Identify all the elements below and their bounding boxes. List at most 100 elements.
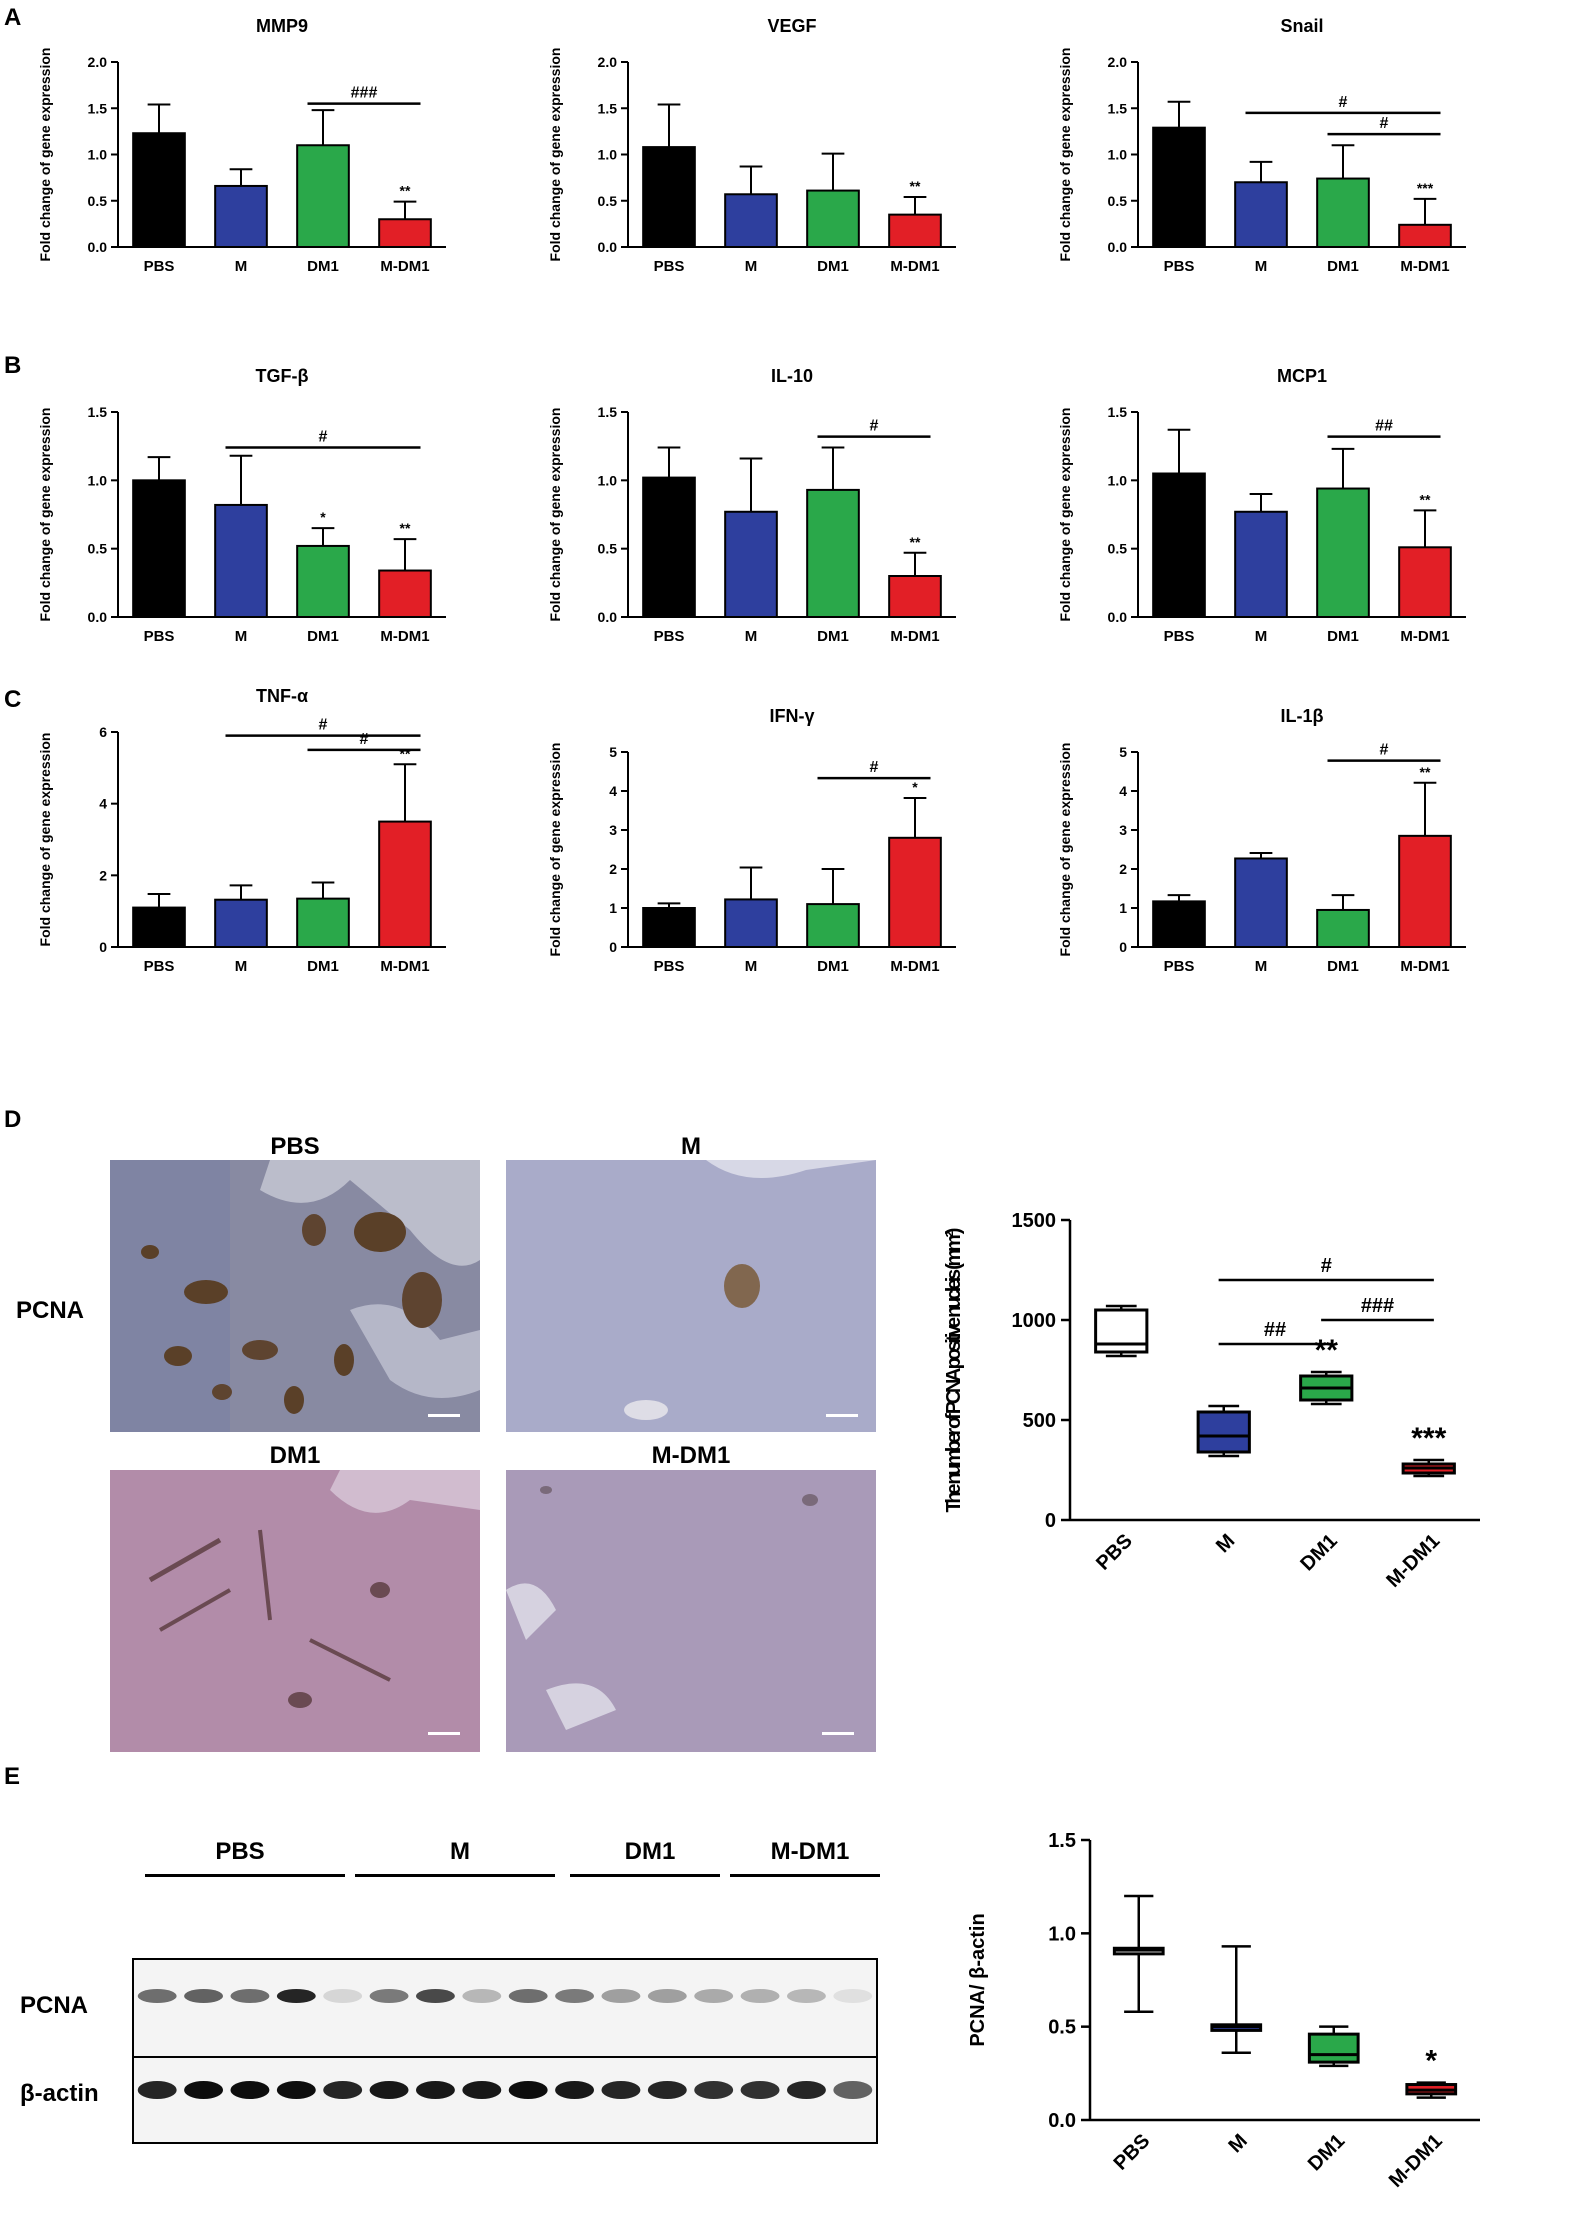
y-tick-label: 0.5: [598, 193, 618, 209]
comparison-label: ###: [351, 85, 378, 102]
blot-band: [647, 1989, 687, 2003]
significance-stars: *: [320, 509, 326, 525]
y-tick-label: 4: [99, 796, 107, 812]
x-tick-label: M-DM1: [1400, 958, 1449, 975]
box-dm1: [1307, 2032, 1360, 2064]
y-tick-label: 6: [99, 724, 107, 740]
blot-band: [230, 1989, 270, 2003]
x-tick-label: M-DM1: [380, 258, 429, 275]
bar-m-dm1: [888, 575, 942, 618]
significance-stars: **: [1420, 491, 1431, 507]
significance-stars: **: [1420, 764, 1431, 780]
y-tick-label: 2: [99, 867, 107, 883]
bar-pbs: [642, 907, 696, 948]
y-tick-label: 0.5: [598, 541, 618, 557]
y-axis-label: Fold change of gene expression: [1057, 48, 1073, 262]
y-tick-label: 2.0: [598, 54, 618, 70]
bar-m: [1234, 181, 1288, 248]
bar-pbs: [132, 132, 186, 248]
blot-band: [137, 1989, 177, 2003]
blot-group-line-pbs: [145, 1874, 345, 1877]
chart-title: IFN-γ: [770, 706, 815, 726]
blot-band: [276, 1989, 316, 2003]
x-tick-label: M: [1224, 2130, 1251, 2157]
comparison-label: ###: [1361, 1295, 1394, 1317]
x-tick-label: DM1: [817, 958, 849, 975]
blot-group-m: M: [450, 1838, 470, 1865]
y-tick-label: 2: [609, 861, 617, 877]
comparison-label: #: [1321, 1255, 1332, 1277]
bar-m-dm1: [888, 213, 942, 248]
blot-band: [462, 1989, 502, 2003]
comparison-label: #: [1380, 742, 1389, 759]
y-tick-label: 1: [1119, 900, 1127, 916]
bar-pbs: [1152, 126, 1206, 248]
x-tick-label: PBS: [1164, 628, 1195, 645]
x-tick-label: PBS: [654, 958, 685, 975]
y-tick-label: 0.5: [88, 193, 108, 209]
bar-m: [214, 898, 268, 948]
significance-stars: **: [910, 178, 921, 194]
blot-band: [415, 2081, 455, 2099]
chart-title: TNF-α: [256, 686, 308, 706]
bar-chart-vegf: VEGF Fold change of gene expression 0.0 0.5…: [547, 16, 956, 275]
x-tick-label: M-DM1: [380, 958, 429, 975]
bar-m: [214, 503, 268, 618]
bar-m-dm1: [1398, 223, 1452, 249]
y-tick-label: 1.5: [598, 100, 618, 116]
blot-band: [415, 1989, 455, 2003]
y-tick-label: 1.0: [1108, 472, 1128, 488]
bar-chart-snail: Snail Fold change of gene expression 0.0 0.…: [1057, 16, 1466, 275]
y-tick-label: 1.0: [1048, 1923, 1076, 1945]
significance-stars: **: [400, 520, 411, 536]
y-axis-label: Fold change of gene expression: [547, 408, 563, 622]
bar-pbs: [132, 479, 186, 619]
x-tick-label: M-DM1: [1400, 628, 1449, 645]
blot-row-label-pcna: PCNA: [20, 1992, 89, 2019]
box-plot-pcna-positive-nuclei: 0 500 1000 1500 The number of PCNA positive …: [943, 1210, 1480, 1592]
box-plot-pcna-beta-actin: 0.0 0.5 1.0 1.5 PCNA/ β-actin PBS M DM1 M-DM1 *: [967, 1830, 1480, 2192]
x-tick-label: PBS: [1110, 2130, 1155, 2175]
x-tick-label: PBS: [1164, 958, 1195, 975]
y-tick-label: 4: [609, 783, 617, 799]
blot-beta-actin: [132, 2056, 878, 2144]
significance-stars: **: [1315, 1334, 1339, 1367]
y-axis-label: Fold change of gene expression: [547, 743, 563, 957]
x-tick-label: M: [1255, 958, 1268, 975]
x-tick-label: DM1: [307, 958, 339, 975]
blot-band: [369, 1989, 409, 2003]
panel-letter-a: A: [4, 4, 22, 31]
blot-band: [647, 2081, 687, 2099]
chart-title: TGF-β: [256, 366, 309, 386]
y-tick-label: 1.0: [1108, 147, 1128, 163]
micrograph-title-pbs: PBS: [270, 1133, 320, 1160]
x-tick-label: M-DM1: [890, 628, 939, 645]
y-axis-label: Fold change of gene expression: [547, 48, 563, 262]
significance-stars: *: [1425, 2045, 1437, 2078]
y-tick-label: 1.5: [88, 100, 108, 116]
y-tick-label: 0: [1119, 939, 1127, 955]
bar-pbs: [642, 146, 696, 249]
x-tick-label: PBS: [1092, 1530, 1137, 1575]
y-tick-label: 2.0: [1108, 54, 1128, 70]
bar-dm1: [296, 144, 350, 248]
y-tick-label: 1.5: [88, 404, 108, 420]
y-axis-label: PCNA/ β-actin: [967, 1913, 989, 2046]
box-pbs: [1094, 1308, 1149, 1354]
blot-band: [462, 2081, 502, 2099]
y-tick-label: 0.0: [1108, 609, 1128, 625]
chart-title: Snail: [1280, 16, 1323, 36]
bar-dm1: [296, 544, 350, 618]
x-tick-label: M: [1255, 258, 1268, 275]
micrograph-m: [506, 1160, 876, 1432]
y-tick-label: 3: [609, 822, 617, 838]
panel-letter-e: E: [4, 1763, 21, 1790]
bar-dm1: [1316, 487, 1370, 618]
bar-m-dm1: [378, 820, 432, 948]
y-tick-label: 1: [609, 900, 617, 916]
x-tick-label: DM1: [307, 628, 339, 645]
y-tick-label: 1.0: [88, 147, 108, 163]
y-tick-label: 0.5: [1108, 541, 1128, 557]
y-axis-label: The number of PCNA positive nucleis (mm²…: [943, 1228, 965, 1513]
y-tick-label: 1.5: [1108, 404, 1128, 420]
